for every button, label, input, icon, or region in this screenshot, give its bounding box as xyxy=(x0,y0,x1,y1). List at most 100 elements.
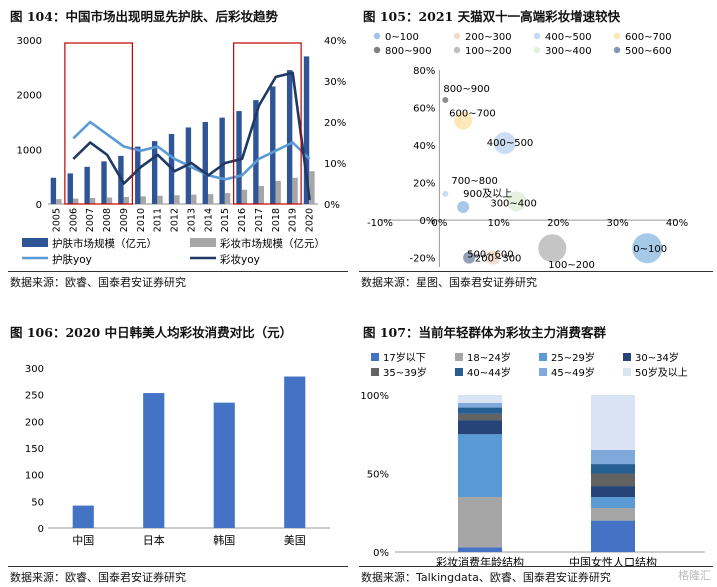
bar-makeup xyxy=(258,185,264,204)
y-left-tick-label: 0 xyxy=(36,200,42,211)
y-tick-label: 50% xyxy=(367,470,389,481)
scatter-point xyxy=(457,200,470,213)
legend-marker xyxy=(613,46,621,54)
point-label: 0~100 xyxy=(633,244,667,255)
x-tick-label: 2011 xyxy=(153,208,164,232)
legend-swatch xyxy=(371,353,379,361)
bar-skincare xyxy=(202,122,208,204)
bar-makeup xyxy=(292,177,298,204)
source-divider xyxy=(359,271,713,272)
x-tick-label: 2007 xyxy=(85,208,96,232)
chart-title: 图 107：当前年轻群体为彩妆主力消费客群 xyxy=(363,325,606,340)
legend-marker xyxy=(373,32,381,40)
point-label: 500~600 xyxy=(467,250,514,261)
point-label: 300~400 xyxy=(490,198,537,209)
bar-makeup xyxy=(224,193,231,204)
bar-makeup xyxy=(275,181,281,204)
source-divider xyxy=(8,566,348,567)
x-tick-label: 韩国 xyxy=(213,533,235,547)
legend-swatch xyxy=(623,368,631,376)
source-note: 数据来源：星图、国泰君安证券研究 xyxy=(361,276,537,289)
bar-skincare xyxy=(253,100,259,204)
scatter-point xyxy=(454,111,473,130)
y-tick-label: 200 xyxy=(25,417,44,428)
x-tick-label: 0% xyxy=(431,218,447,229)
panel-104: 图 104：中国市场出现明显先护肤、后彩妆趋势 0 1000 2000 3000 0% 1… xyxy=(0,0,352,290)
bar xyxy=(284,376,306,528)
y-left-tick-label: 1000 xyxy=(17,145,42,156)
stack-segment xyxy=(458,434,502,498)
x-tick-label: -10% xyxy=(367,218,393,229)
x-tick-label: 2010 xyxy=(136,208,147,232)
bar-makeup xyxy=(241,189,248,204)
panel-105: 图 105：2021 天猫双十一高端彩妆增速较快 0~100 200~300 400… xyxy=(355,0,717,290)
scatter-point xyxy=(485,250,500,265)
bar-makeup xyxy=(123,196,129,204)
legend-swatch xyxy=(539,353,547,361)
y-tick-label: 150 xyxy=(25,444,44,455)
point-label: 200~300 xyxy=(475,254,522,265)
line-skincare-yoy xyxy=(72,120,311,181)
x-tick-label: 日本 xyxy=(143,533,165,547)
x-tick-label: 2017 xyxy=(254,208,265,232)
line-makeup-yoy xyxy=(72,71,311,201)
bar-skincare xyxy=(50,177,57,204)
legend-swatch xyxy=(455,353,463,361)
x-tick-label: 2009 xyxy=(119,208,130,232)
watermark-logo: 格隆汇 xyxy=(678,569,711,582)
bar-makeup xyxy=(72,198,79,204)
highlight-box xyxy=(233,42,302,205)
scatter-point xyxy=(463,251,476,264)
legend-label: 40~44岁 xyxy=(467,366,511,379)
x-tick-label: 中国 xyxy=(72,534,94,547)
legend-label: 200~300 xyxy=(465,32,512,43)
legend-label: 800~900 xyxy=(385,46,432,57)
stack-segment xyxy=(591,473,635,487)
stack-segment xyxy=(591,449,635,465)
highlight-box xyxy=(64,42,133,205)
bar-makeup xyxy=(106,197,113,204)
legend-label: 护肤市场规模（亿元） xyxy=(52,237,157,250)
legend-swatch xyxy=(190,238,216,247)
legend-label: 400~500 xyxy=(545,32,592,43)
legend-swatch xyxy=(371,368,379,376)
y-right-tick-label: 20% xyxy=(324,118,346,129)
y-left-tick-label: 2000 xyxy=(17,91,42,102)
stack-segment xyxy=(591,497,635,509)
bar xyxy=(72,505,94,528)
x-tick-label: 2012 xyxy=(170,208,181,232)
legend-label: 100~200 xyxy=(465,46,512,57)
bar-makeup xyxy=(174,195,180,204)
stack-segment xyxy=(458,402,502,408)
bar-makeup xyxy=(56,199,62,204)
legend-marker xyxy=(533,32,541,40)
source-note: 数据来源：欧睿、国泰君安证券研究 xyxy=(10,571,186,584)
stack-segment xyxy=(591,520,635,552)
stack-segment xyxy=(591,464,635,474)
legend-swatch xyxy=(539,368,547,376)
x-tick-label: 2014 xyxy=(203,208,214,232)
x-tick-label: 20% xyxy=(547,218,569,229)
legend-marker xyxy=(613,32,621,40)
point-label: 800~900 xyxy=(443,84,490,95)
bar-skincare xyxy=(270,86,276,204)
source-divider xyxy=(359,566,713,567)
legend-marker xyxy=(373,46,381,54)
tmall-scatter-chart: 0~100 200~300 400~500 600~700 800~900 100~200… xyxy=(367,32,688,271)
y-right-tick-label: 40% xyxy=(324,36,346,47)
stack-segment xyxy=(458,395,502,403)
scatter-point xyxy=(493,132,516,155)
x-tick-label: 2015 xyxy=(220,208,231,232)
source-note: 数据来源：Talkingdata、欧睿、国泰君安证券研究 xyxy=(361,571,611,584)
bar-makeup xyxy=(140,196,146,204)
bar-skincare xyxy=(135,146,141,204)
x-tick-label: 30% xyxy=(606,218,628,229)
legend-label: 17岁以下 xyxy=(383,351,426,364)
bar-skincare xyxy=(84,166,90,204)
scatter-point xyxy=(506,191,527,212)
stack-segment xyxy=(591,486,635,498)
legend-label: 彩妆yoy xyxy=(220,253,260,266)
legend-label: 45~49岁 xyxy=(551,366,595,379)
legend-label: 600~700 xyxy=(625,32,672,43)
bar xyxy=(143,393,165,528)
